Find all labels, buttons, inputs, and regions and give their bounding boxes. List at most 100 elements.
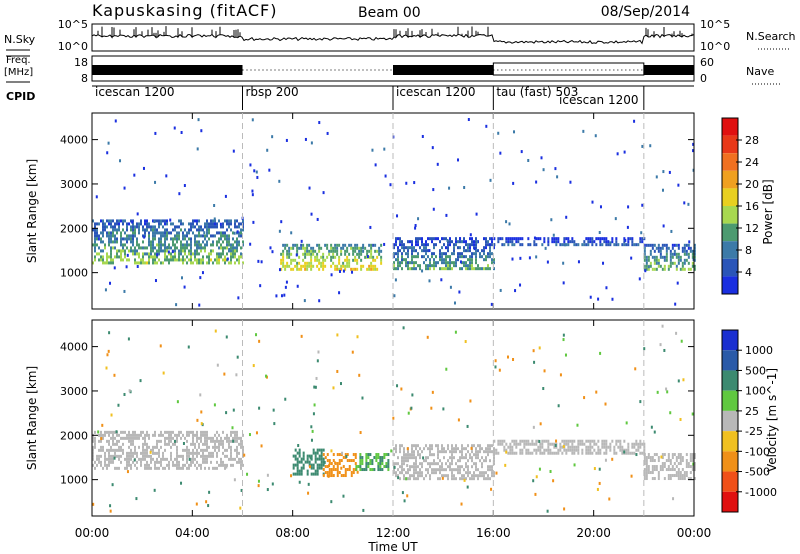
power-cell <box>282 249 285 253</box>
power-cell <box>561 243 564 247</box>
velocity-cell <box>497 439 500 443</box>
power-cell <box>320 246 323 250</box>
power-cell <box>146 246 148 250</box>
velocity-cell <box>194 457 196 461</box>
velocity-cell <box>216 445 218 449</box>
power-cell <box>605 286 608 290</box>
power-cell <box>174 246 176 250</box>
power-cell <box>582 129 585 133</box>
power-cell <box>260 260 263 264</box>
power-cell <box>338 269 341 273</box>
power-cell <box>112 231 114 235</box>
velocity-cell <box>401 471 403 475</box>
power-cell <box>164 255 166 259</box>
velocity-cell <box>677 477 680 481</box>
power-cell <box>459 237 462 241</box>
velocity-cell <box>156 466 158 470</box>
power-cell <box>399 264 401 268</box>
power-cell <box>206 219 208 223</box>
power-cell <box>407 261 409 265</box>
power-cell <box>269 246 272 250</box>
power-cell <box>206 222 208 226</box>
power-cell <box>249 242 252 246</box>
nsky-tick-bottom: 10^0 <box>58 40 88 53</box>
velocity-cell <box>439 450 441 454</box>
velocity-cell <box>407 453 409 457</box>
velocity-cell <box>675 331 678 335</box>
velocity-cell <box>666 390 669 394</box>
velocity-cell <box>591 451 594 455</box>
velocity-cell <box>296 457 299 461</box>
velocity-cell <box>176 463 178 467</box>
power-cell <box>114 240 116 244</box>
velocity-cell <box>429 450 431 454</box>
power-cell <box>683 243 686 247</box>
colorbar-swatch <box>722 118 738 136</box>
velocity-cell <box>142 442 144 446</box>
velocity-cell <box>144 454 146 458</box>
velocity-cell <box>216 430 218 434</box>
power-cell <box>653 243 656 247</box>
velocity-cell <box>430 406 433 410</box>
power-cell <box>555 243 558 247</box>
velocity-cell <box>485 450 487 454</box>
power-cell <box>110 237 112 241</box>
velocity-cell <box>491 471 493 475</box>
power-cell <box>222 225 224 229</box>
velocity-cell <box>344 471 347 475</box>
power-cell <box>589 240 592 244</box>
power-cell <box>178 234 180 238</box>
velocity-cell <box>631 442 634 446</box>
velocity-cell <box>156 451 158 455</box>
power-cell <box>577 260 580 264</box>
velocity-cell <box>363 468 366 472</box>
power-cell <box>334 246 337 250</box>
power-cell <box>429 264 431 268</box>
power-cell <box>122 219 124 223</box>
velocity-cell <box>692 462 695 466</box>
power-cell <box>487 255 489 259</box>
velocity-cell <box>549 469 552 473</box>
velocity-cell <box>433 462 435 466</box>
velocity-cell <box>132 436 134 440</box>
power-cell <box>144 222 146 226</box>
power-cell <box>407 252 409 256</box>
velocity-cell <box>453 474 455 478</box>
velocity-cell <box>519 439 522 443</box>
power-cell <box>236 243 238 247</box>
power-cell <box>178 231 180 235</box>
velocity-cell <box>162 433 164 437</box>
velocity-cell <box>605 439 608 443</box>
power-cell <box>304 267 307 271</box>
power-cell <box>142 246 144 250</box>
power-cell <box>667 267 670 271</box>
velocity-cell <box>369 453 372 457</box>
velocity-cell <box>427 462 429 466</box>
power-cell <box>661 255 664 259</box>
power-cell <box>676 281 679 285</box>
velocity-cell <box>469 477 471 481</box>
velocity-cell <box>316 448 319 452</box>
colorbar-tick-label: -1000 <box>745 486 777 499</box>
power-cell <box>413 181 416 185</box>
power-cell <box>168 261 170 265</box>
power-cell <box>346 246 349 250</box>
velocity-cell <box>489 444 491 448</box>
power-cell <box>467 258 469 262</box>
nsky-label: N.Sky <box>4 33 36 46</box>
velocity-cell <box>507 445 510 449</box>
velocity-cell <box>465 456 467 460</box>
power-cell <box>206 255 208 259</box>
colorbar-swatch <box>722 258 738 277</box>
velocity-cell <box>679 456 682 460</box>
power-cell <box>659 264 662 268</box>
power-cell <box>653 255 656 259</box>
power-cell <box>616 152 619 156</box>
power-cell <box>160 246 162 250</box>
power-cell <box>284 243 287 247</box>
power-cell <box>122 258 124 262</box>
power-cell <box>234 240 236 244</box>
velocity-cell <box>202 430 204 434</box>
power-cell <box>605 237 608 241</box>
power-cell <box>661 243 664 247</box>
